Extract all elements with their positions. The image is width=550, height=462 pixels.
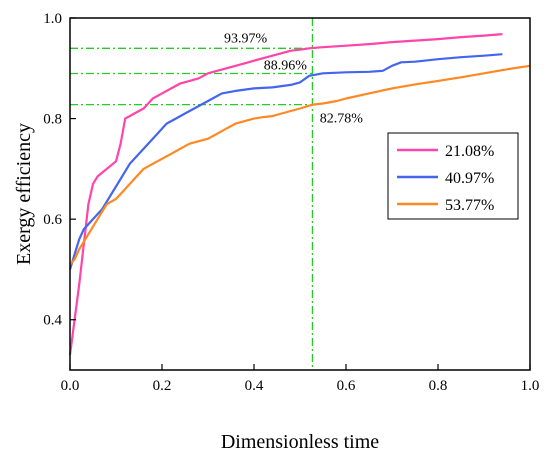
y-tick-label: 0.8 — [43, 112, 62, 128]
annotation-2: 82.78% — [320, 112, 364, 127]
axis-ticks: 0.0 0.2 0.4 0.6 0.8 1.0 0.4 0.6 0.8 1.0 — [43, 11, 539, 394]
y-tick-label: 0.4 — [43, 313, 62, 329]
x-axis-title: Dimensionless time — [221, 431, 379, 453]
x-tick-label: 0.0 — [61, 378, 80, 394]
annotations: 93.97% 88.96% 82.78% — [224, 31, 363, 126]
series-line-0 — [68, 33, 503, 356]
x-tick-label: 0.6 — [337, 378, 356, 394]
legend-label-0: 21.08% — [445, 143, 494, 160]
plot-frame — [69, 17, 531, 371]
x-tick-label: 1.0 — [521, 378, 540, 394]
x-tick-label: 0.4 — [245, 378, 264, 394]
legend: 21.08% 40.97% 53.77% — [387, 132, 519, 220]
annotation-0: 93.97% — [224, 31, 268, 46]
legend-label-2: 53.77% — [445, 197, 494, 214]
series-lines — [68, 33, 531, 356]
x-tick-label: 0.8 — [429, 378, 448, 394]
series-line-1 — [68, 53, 503, 270]
y-tick-label: 0.6 — [43, 212, 62, 228]
y-axis-title: Exergy efficiency — [13, 123, 35, 265]
x-tick-label: 0.2 — [153, 378, 172, 394]
reference-lines — [70, 18, 314, 370]
y-tick-label: 1.0 — [43, 11, 62, 27]
legend-label-1: 40.97% — [445, 170, 494, 187]
annotation-1: 88.96% — [264, 59, 308, 74]
series-line-2 — [69, 64, 531, 266]
